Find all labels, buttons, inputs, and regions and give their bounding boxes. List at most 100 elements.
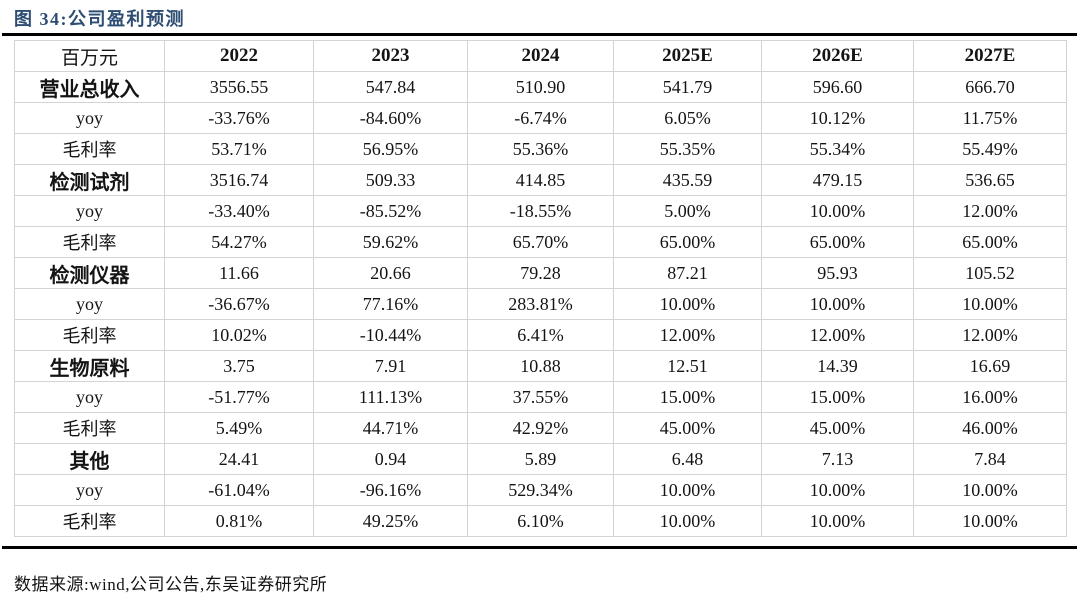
row-label: 毛利率 bbox=[14, 133, 165, 165]
cell-value: 6.41% bbox=[467, 319, 614, 351]
table-row: 毛利率 0.81% 49.25% 6.10% 10.00% 10.00% 10.00% bbox=[14, 505, 1067, 537]
cell-value: 6.10% bbox=[467, 505, 614, 537]
col-header-2026e: 2026E bbox=[761, 40, 914, 72]
top-rule bbox=[2, 33, 1077, 36]
cell-value: 0.94 bbox=[313, 443, 468, 475]
cell-value: 6.48 bbox=[613, 443, 762, 475]
cell-value: 56.95% bbox=[313, 133, 468, 165]
cell-value: 95.93 bbox=[761, 257, 914, 289]
cell-value: 479.15 bbox=[761, 164, 914, 196]
row-label: yoy bbox=[14, 381, 165, 413]
cell-value: 77.16% bbox=[313, 288, 468, 320]
table-row: 生物原料 3.75 7.91 10.88 12.51 14.39 16.69 bbox=[14, 350, 1067, 382]
cell-value: 46.00% bbox=[913, 412, 1067, 444]
table-row: 其他 24.41 0.94 5.89 6.48 7.13 7.84 bbox=[14, 443, 1067, 475]
row-label: yoy bbox=[14, 474, 165, 506]
cell-value: 15.00% bbox=[613, 381, 762, 413]
cell-value: 7.91 bbox=[313, 350, 468, 382]
cell-value: -10.44% bbox=[313, 319, 468, 351]
table-row: yoy -33.40% -85.52% -18.55% 5.00% 10.00% 12.00… bbox=[14, 195, 1067, 227]
cell-value: 11.75% bbox=[913, 102, 1067, 134]
row-label: 检测试剂 bbox=[14, 164, 165, 196]
cell-value: 666.70 bbox=[913, 71, 1067, 103]
cell-value: 5.89 bbox=[467, 443, 614, 475]
cell-value: 10.00% bbox=[613, 505, 762, 537]
cell-value: 87.21 bbox=[613, 257, 762, 289]
cell-value: 5.49% bbox=[164, 412, 314, 444]
table-body: 营业总收入 3556.55 547.84 510.90 541.79 596.60 666.… bbox=[14, 71, 1067, 537]
cell-value: 510.90 bbox=[467, 71, 614, 103]
cell-value: 10.00% bbox=[761, 195, 914, 227]
row-label: yoy bbox=[14, 288, 165, 320]
cell-value: 14.39 bbox=[761, 350, 914, 382]
cell-value: 12.51 bbox=[613, 350, 762, 382]
table-row: 营业总收入 3556.55 547.84 510.90 541.79 596.60 666.… bbox=[14, 71, 1067, 103]
cell-value: 7.84 bbox=[913, 443, 1067, 475]
col-header-2023: 2023 bbox=[313, 40, 468, 72]
cell-value: 65.00% bbox=[913, 226, 1067, 258]
cell-value: 54.27% bbox=[164, 226, 314, 258]
cell-value: -18.55% bbox=[467, 195, 614, 227]
cell-value: -85.52% bbox=[313, 195, 468, 227]
cell-value: 45.00% bbox=[613, 412, 762, 444]
col-header-2022: 2022 bbox=[164, 40, 314, 72]
cell-value: -33.76% bbox=[164, 102, 314, 134]
cell-value: 10.00% bbox=[913, 505, 1067, 537]
row-label: 毛利率 bbox=[14, 319, 165, 351]
row-label: 营业总收入 bbox=[14, 71, 165, 103]
cell-value: 10.00% bbox=[761, 505, 914, 537]
table-row: 检测仪器 11.66 20.66 79.28 87.21 95.93 105.52 bbox=[14, 257, 1067, 289]
cell-value: 541.79 bbox=[613, 71, 762, 103]
cell-value: 53.71% bbox=[164, 133, 314, 165]
cell-value: 435.59 bbox=[613, 164, 762, 196]
cell-value: 10.00% bbox=[761, 474, 914, 506]
table-row: yoy -61.04% -96.16% 529.34% 10.00% 10.00% 10.0… bbox=[14, 474, 1067, 506]
unit-header: 百万元 bbox=[14, 40, 165, 72]
cell-value: 10.00% bbox=[913, 288, 1067, 320]
row-label: 检测仪器 bbox=[14, 257, 165, 289]
cell-value: 44.71% bbox=[313, 412, 468, 444]
cell-value: 55.35% bbox=[613, 133, 762, 165]
col-header-2027e: 2027E bbox=[913, 40, 1067, 72]
cell-value: 65.70% bbox=[467, 226, 614, 258]
row-label: 毛利率 bbox=[14, 412, 165, 444]
cell-value: -6.74% bbox=[467, 102, 614, 134]
cell-value: 55.34% bbox=[761, 133, 914, 165]
cell-value: 7.13 bbox=[761, 443, 914, 475]
row-label: 生物原料 bbox=[14, 350, 165, 382]
cell-value: 0.81% bbox=[164, 505, 314, 537]
cell-value: 509.33 bbox=[313, 164, 468, 196]
cell-value: 12.00% bbox=[913, 319, 1067, 351]
cell-value: 79.28 bbox=[467, 257, 614, 289]
cell-value: 42.92% bbox=[467, 412, 614, 444]
table-header-row: 百万元 2022 2023 2024 2025E 2026E 2027E bbox=[14, 40, 1067, 72]
cell-value: 5.00% bbox=[613, 195, 762, 227]
bottom-rule bbox=[2, 546, 1077, 549]
cell-value: 596.60 bbox=[761, 71, 914, 103]
data-source: 数据来源:wind,公司公告,东吴证券研究所 bbox=[14, 575, 328, 594]
cell-value: 10.00% bbox=[761, 288, 914, 320]
row-label: yoy bbox=[14, 102, 165, 134]
cell-value: 10.02% bbox=[164, 319, 314, 351]
cell-value: -84.60% bbox=[313, 102, 468, 134]
cell-value: 547.84 bbox=[313, 71, 468, 103]
cell-value: 10.00% bbox=[613, 474, 762, 506]
cell-value: 111.13% bbox=[313, 381, 468, 413]
cell-value: 6.05% bbox=[613, 102, 762, 134]
table-row: 检测试剂 3516.74 509.33 414.85 435.59 479.15 536.6… bbox=[14, 164, 1067, 196]
table-row: 毛利率 10.02% -10.44% 6.41% 12.00% 12.00% 12.00% bbox=[14, 319, 1067, 351]
cell-value: 3.75 bbox=[164, 350, 314, 382]
table-row: 毛利率 5.49% 44.71% 42.92% 45.00% 45.00% 46.00% bbox=[14, 412, 1067, 444]
cell-value: 11.66 bbox=[164, 257, 314, 289]
cell-value: 24.41 bbox=[164, 443, 314, 475]
cell-value: 529.34% bbox=[467, 474, 614, 506]
cell-value: 10.12% bbox=[761, 102, 914, 134]
cell-value: 65.00% bbox=[613, 226, 762, 258]
cell-value: 55.49% bbox=[913, 133, 1067, 165]
cell-value: 283.81% bbox=[467, 288, 614, 320]
cell-value: 414.85 bbox=[467, 164, 614, 196]
row-label: yoy bbox=[14, 195, 165, 227]
table-row: 毛利率 53.71% 56.95% 55.36% 55.35% 55.34% 55.49% bbox=[14, 133, 1067, 165]
cell-value: 536.65 bbox=[913, 164, 1067, 196]
